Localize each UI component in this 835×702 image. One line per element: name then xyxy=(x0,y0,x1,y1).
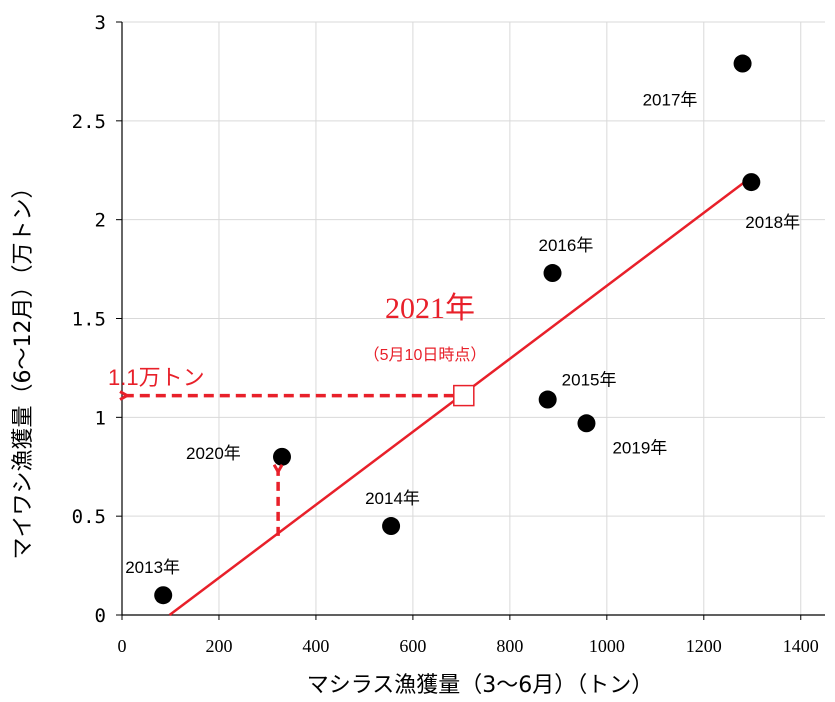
x-tick-label: 800 xyxy=(496,636,523,656)
y-tick-label: 0.5 xyxy=(72,506,106,528)
highlight-2021-marker xyxy=(453,384,475,407)
point-label: 2018年 xyxy=(745,213,800,232)
x-tick-label: 0 xyxy=(118,636,127,656)
y-tick-label: 1 xyxy=(95,407,106,429)
data-point xyxy=(538,390,557,409)
data-point xyxy=(382,517,401,536)
x-tick-label: 1400 xyxy=(783,636,819,656)
highlight-value-label: 1.1万トン xyxy=(108,365,205,390)
point-label: 2020年 xyxy=(186,444,241,463)
annotations: 2021年 （5月10日時点） 1.1万トン xyxy=(108,292,486,536)
data-point xyxy=(272,447,291,466)
data-point xyxy=(577,414,596,433)
y-tick-label: 1.5 xyxy=(72,309,106,331)
point-label: 2016年 xyxy=(539,236,594,255)
y-tick-label: 3 xyxy=(95,12,106,34)
y-tick-label: 0 xyxy=(95,605,106,627)
data-point xyxy=(154,586,173,605)
highlight-year-label: 2021年 xyxy=(385,292,475,325)
x-tick-label: 600 xyxy=(399,636,426,656)
data-point xyxy=(733,54,752,73)
data-points: 2013年 2014年 2015年 2016年 2017年 2018年 2019年 2020年 xyxy=(125,54,800,605)
point-label: 2017年 xyxy=(643,91,698,110)
x-tick-label: 400 xyxy=(302,636,329,656)
point-label: 2013年 xyxy=(125,558,180,577)
data-point xyxy=(742,173,761,192)
x-tick-label: 1000 xyxy=(589,636,625,656)
x-tick-label: 200 xyxy=(205,636,232,656)
y-tick-label: 2.5 xyxy=(72,111,106,133)
y-tick-label: 2 xyxy=(95,210,106,232)
y-axis-title: マイワシ漁獲量（6〜12月）（万トン） xyxy=(11,177,36,560)
data-point xyxy=(543,264,562,283)
point-label: 2019年 xyxy=(612,438,667,457)
axes xyxy=(116,21,825,620)
point-label: 2015年 xyxy=(562,371,617,390)
grid-lines xyxy=(122,21,825,615)
point-label: 2014年 xyxy=(365,489,420,508)
x-tick-label: 1200 xyxy=(686,636,722,656)
highlight-note: （5月10日時点） xyxy=(364,346,487,364)
tick-labels: 0 200 400 600 800 1000 1200 1400 0 0.5 1 1.5 2 2.5 3 xyxy=(72,12,819,656)
x-axis-title: マシラス漁獲量（3〜6月）（トン） xyxy=(307,673,654,698)
